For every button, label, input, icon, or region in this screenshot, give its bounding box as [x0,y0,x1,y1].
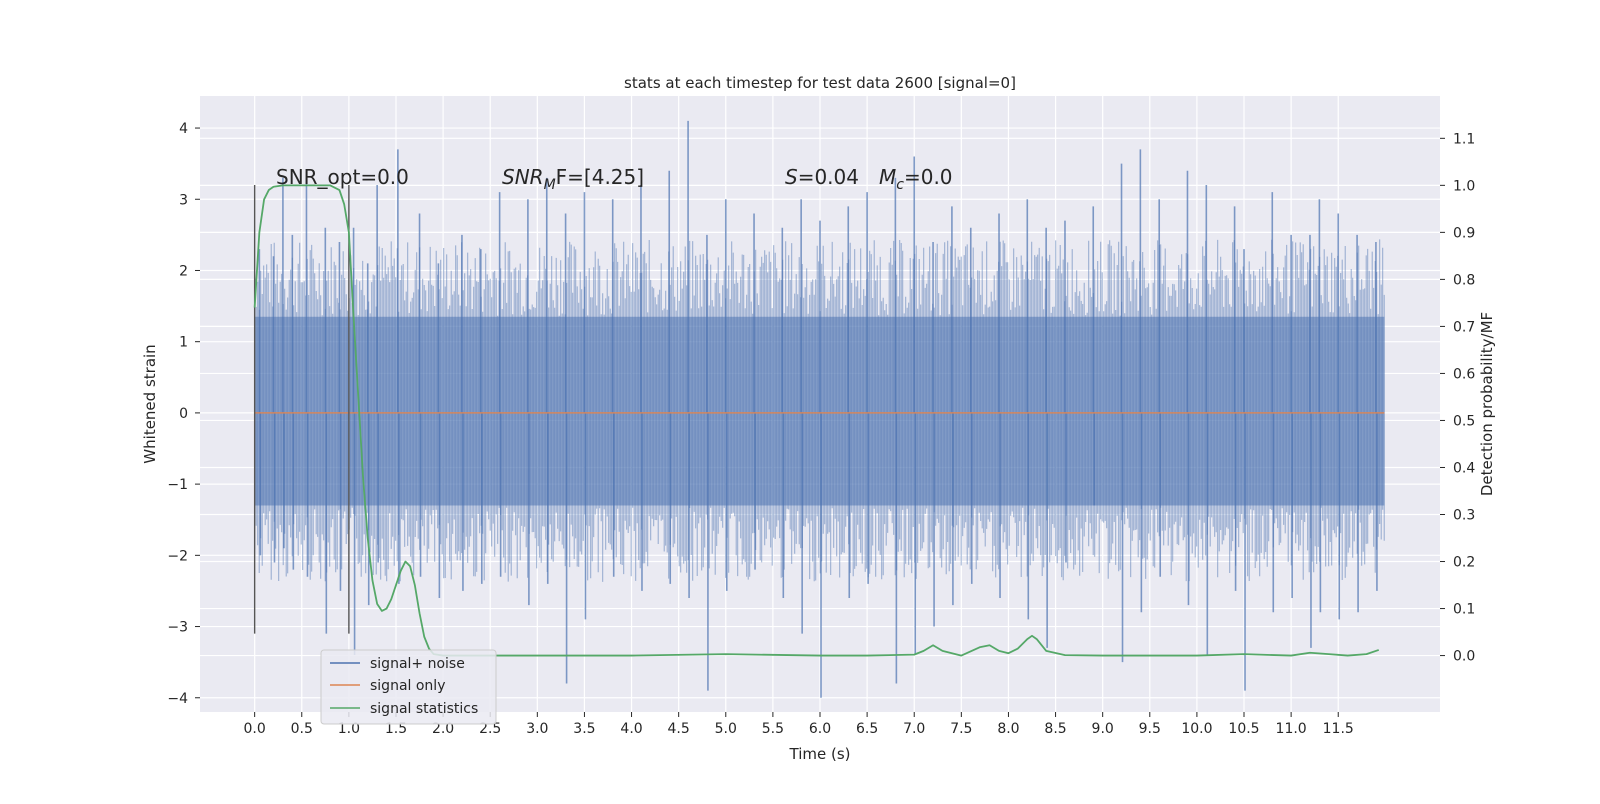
s-symbol: S [785,165,798,189]
y-tick-label: −3 [167,620,188,636]
x-axis-label: Time (s) [789,745,851,763]
y2-tick-label: 0.3 [1453,508,1475,524]
y-tick-label: 1 [179,335,188,351]
y2-tick-label: 0.5 [1453,413,1475,429]
x-tick-label: 6.0 [809,721,831,737]
snr-mf-annotation: SNRMF=[4.25] [502,165,644,193]
snr-mf-rest: F=[4.25] [556,165,644,189]
mc-symbol: M [879,165,896,189]
x-tick-label: 9.0 [1092,721,1114,737]
y-tick-label: 3 [179,192,188,208]
x-tick-label: 5.5 [762,721,784,737]
x-tick-label: 4.5 [668,721,690,737]
y-tick-label: −2 [167,548,188,564]
s-value: =0.04 [798,165,859,189]
y-tick-label: 0 [179,406,188,422]
x-tick-label: 11.0 [1276,721,1307,737]
x-tick-label: 1.5 [385,721,407,737]
x-tick-label: 2.0 [432,721,454,737]
y-tick-label: −1 [167,477,188,493]
y2-tick-label: 0.2 [1453,555,1475,571]
y2-tick-label: 0.0 [1453,649,1475,665]
legend-box [320,649,497,725]
x-tick-label: 8.0 [997,721,1019,737]
x-axis-ticks: 0.0 0.5 1.0 1.5 2.0 2.5 3.0 3.5 4.0 4.5 5.0 5.5 6.0 6… [244,712,1354,737]
mc-value: =0.0 [904,165,953,189]
legend-label-statistics: signal statistics [370,701,478,717]
x-tick-label: 9.5 [1139,721,1161,737]
legend-label-signal: signal only [370,678,445,694]
x-tick-label: 7.5 [950,721,972,737]
y2-axis-label: Detection probability/MF [1478,312,1496,496]
x-tick-label: 10.0 [1181,721,1212,737]
x-tick-label: 6.5 [856,721,878,737]
mc-annotation: Mc=0.0 [879,165,953,193]
y2-axis-ticks: 1.1 1.0 0.9 0.8 0.7 0.6 0.5 0.4 0.3 0.2 0.1 0.0 [1440,131,1475,665]
y2-tick-label: 1.1 [1453,131,1475,147]
x-tick-label: 4.0 [620,721,642,737]
x-tick-label: 2.5 [479,721,501,737]
y2-tick-label: 0.1 [1453,602,1475,618]
y-tick-label: −4 [167,691,188,707]
window-markers [253,185,350,634]
annotations: SNR_opt=0.0 SNRMF=[4.25] S=0.04 Mc=0.0 [276,165,953,193]
x-tick-label: 10.5 [1228,721,1259,737]
x-tick-label: 8.5 [1044,721,1066,737]
x-tick-label: 0.5 [291,721,313,737]
y2-tick-label: 0.7 [1453,319,1475,335]
snr-mf-main: SNR [502,165,544,189]
y2-tick-label: 0.4 [1453,460,1475,476]
x-tick-label: 11.5 [1323,721,1354,737]
s-annotation: S=0.04 [785,165,859,189]
y-axis-label: Whitened strain [141,344,159,463]
y-axis-ticks: 4 3 2 1 0 −1 −2 −3 −4 [167,121,200,707]
y2-tick-label: 0.6 [1453,366,1475,382]
snr-mf-sub: M [544,177,556,193]
y2-tick-label: 1.0 [1453,178,1475,194]
y-tick-label: 2 [179,263,188,279]
mc-sub: c [896,177,904,193]
legend-label-noise: signal+ noise [370,656,465,672]
y-tick-label: 4 [179,121,188,137]
x-tick-label: 3.5 [573,721,595,737]
y2-tick-label: 0.8 [1453,272,1475,288]
x-tick-label: 5.0 [715,721,737,737]
legend: signal+ noise signal only signal statist… [320,649,497,725]
noise-series [254,120,1385,698]
y2-tick-label: 0.9 [1453,225,1475,241]
snr-opt-annotation: SNR_opt=0.0 [276,165,409,189]
x-tick-label: 3.0 [526,721,548,737]
x-tick-label: 0.0 [244,721,266,737]
x-tick-label: 1.0 [338,721,360,737]
chart-title: stats at each timestep for test data 260… [624,74,1016,92]
x-tick-label: 7.0 [903,721,925,737]
